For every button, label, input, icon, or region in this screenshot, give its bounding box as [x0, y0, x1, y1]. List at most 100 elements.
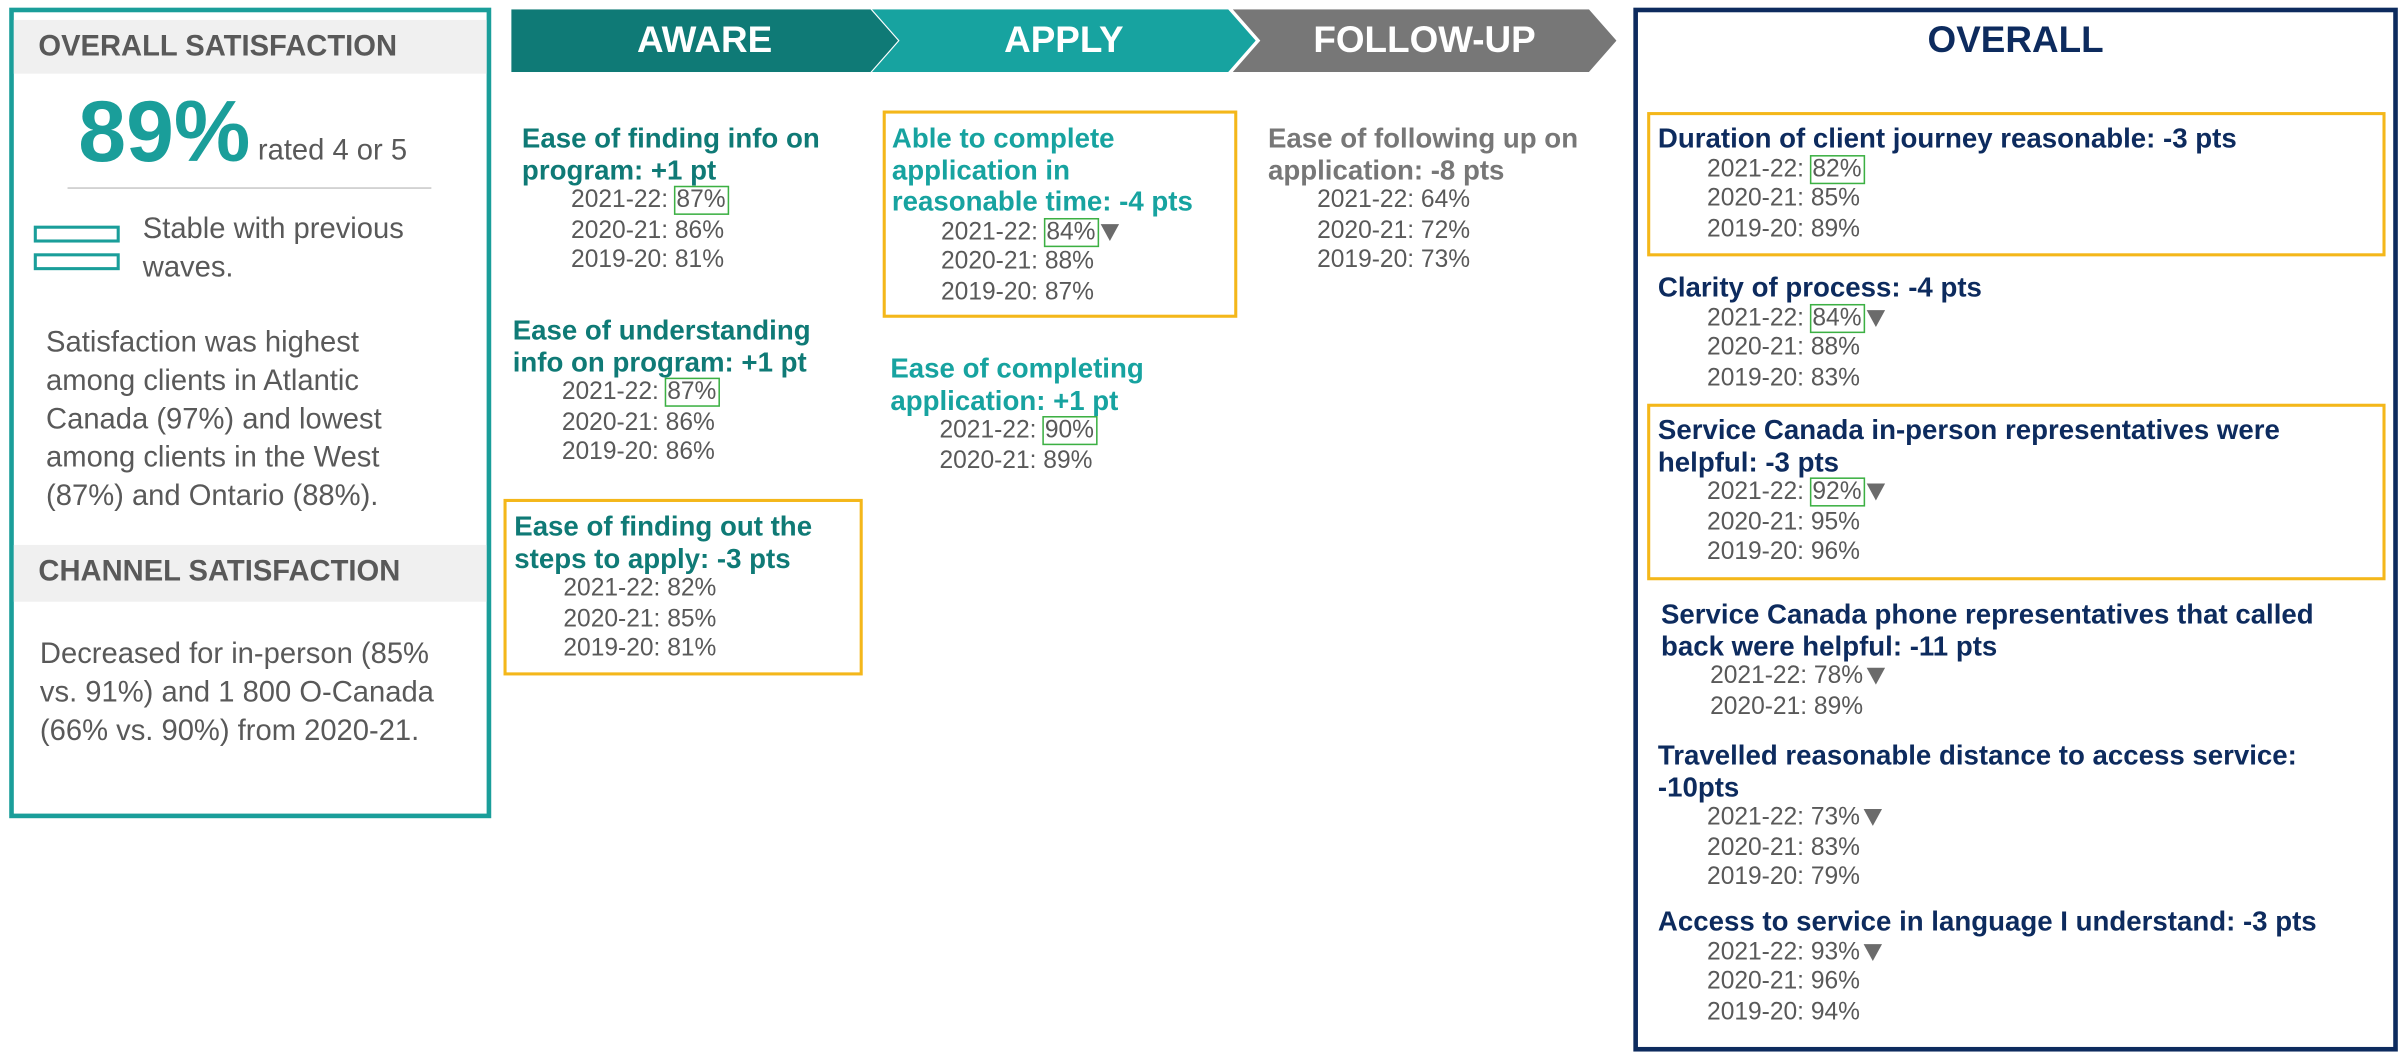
metric-row: 2021-22: 64% [1268, 186, 1613, 216]
period: 2021-22: [1707, 478, 1805, 506]
metric-title: Able to complete application in reasonab… [891, 122, 1193, 217]
metric: Ease of understanding info on program: +… [513, 315, 843, 468]
metric-row: 2021-22: 78% [1661, 662, 2382, 692]
highlight-box [1647, 112, 2386, 257]
period: 2019-20: [941, 278, 1038, 305]
metric: Service Canada phone representatives tha… [1661, 599, 2382, 722]
value: 84% [1043, 217, 1099, 247]
period: 2020-21: [1710, 693, 1808, 720]
period: 2021-22: [1710, 663, 1808, 690]
period: 2020-21: [1707, 834, 1805, 861]
value: 95% [1810, 508, 1861, 535]
metric-row: 2021-22: 92% [1658, 477, 2379, 507]
value: 82% [667, 575, 717, 602]
metric-title: Ease of following up on application: -8 … [1267, 122, 1579, 185]
period: 2020-21: [1707, 508, 1805, 535]
metric: Clarity of process: -4 pts 2021-22: 84% 20… [1658, 272, 2379, 393]
metric: Ease of following up on application: -8 … [1268, 123, 1613, 276]
value: 89% [1043, 447, 1093, 474]
metric-row: 2019-20: 81% [522, 246, 852, 276]
metric-row: 2020-21: 88% [892, 247, 1222, 277]
period: 2020-21: [1707, 968, 1805, 995]
value: 85% [1810, 185, 1861, 212]
value: 89% [1813, 693, 1864, 720]
metric-title: Clarity of process: -4 pts [1657, 271, 1982, 303]
value: 86% [674, 217, 725, 244]
period: 2021-22: [1317, 187, 1415, 214]
highlight-box [503, 498, 863, 676]
metric-row: 2021-22: 73% [1658, 803, 2379, 833]
metric-row: 2019-20: 96% [1658, 537, 2379, 567]
metric-title: Access to service in language I understa… [1657, 905, 2317, 937]
metric-row: 2021-22: 93% [1658, 937, 2379, 967]
metric-row: 2020-21: 95% [1658, 507, 2379, 537]
value: 83% [1810, 834, 1861, 861]
value: 92% [1809, 477, 1865, 507]
period: 2019-20: [561, 439, 659, 466]
metric: Access to service in language I understa… [1658, 906, 2379, 1027]
value: 96% [1810, 538, 1861, 565]
metric-row: 2019-20: 86% [513, 438, 843, 468]
period: 2021-22: [1707, 155, 1805, 182]
metric: Ease of finding out the steps to apply: … [514, 511, 855, 664]
value: 96% [1810, 968, 1861, 995]
metric-row: 2021-22: 82% [514, 574, 855, 604]
divider [67, 187, 432, 189]
paragraph: Decreased for in-person (85% vs. 91%) an… [39, 638, 434, 748]
value: 87% [1044, 278, 1094, 305]
period: 2021-22: [571, 187, 669, 214]
value: 72% [1420, 217, 1471, 244]
period: 2019-20: [1707, 864, 1805, 891]
period: 2019-20: [1707, 364, 1805, 391]
decrease-arrow [1866, 667, 1885, 685]
decrease-arrow [1863, 943, 1882, 961]
left-panel [9, 7, 492, 819]
value: 81% [674, 247, 725, 274]
decrease-arrow [1866, 483, 1885, 501]
period: 2021-22: [561, 379, 659, 406]
metric-row: 2019-20: 81% [514, 634, 855, 664]
value: 89% [1810, 215, 1861, 242]
period: 2020-21: [1707, 185, 1805, 212]
metric-row: 2021-22: 84% [1658, 303, 2379, 333]
metric-row: 2020-21: 89% [890, 446, 1220, 476]
metric-title: Duration of client journey reasonable: -… [1657, 122, 2237, 154]
metric-row: 2021-22: 90% [890, 416, 1220, 446]
value: 83% [1810, 364, 1861, 391]
value: 82% [1809, 154, 1865, 184]
period: 2021-22: [941, 218, 1038, 245]
column-header: AWARE [511, 9, 899, 73]
period: 2021-22: [1707, 304, 1805, 331]
metric: Ease of completing application: +1 pt 202… [890, 353, 1220, 476]
section-title: OVERALL SATISFACTION [13, 19, 487, 74]
period: 2021-22: [563, 575, 661, 602]
metric-row: 2020-21: 88% [1658, 333, 2379, 363]
decrease-arrow [1863, 808, 1882, 826]
period: 2019-20: [1707, 215, 1805, 242]
value: 94% [1810, 998, 1861, 1025]
value: 85% [667, 605, 717, 632]
value: 90% [1041, 416, 1098, 446]
metric-row: 2020-21: 83% [1658, 833, 2379, 863]
value: 88% [1044, 248, 1094, 275]
decrease-arrow [1866, 309, 1885, 327]
metric-row: 2021-22: 82% [1658, 154, 2379, 184]
stable-text: Stable with previous waves. [142, 213, 404, 284]
column-header: FOLLOW-UP [1232, 9, 1617, 73]
period: 2020-21: [561, 409, 659, 436]
column-header: APPLY [871, 9, 1256, 73]
period: 2021-22: [1707, 938, 1805, 965]
metric-row: 2020-21: 72% [1268, 216, 1613, 246]
period: 2021-22: [939, 417, 1037, 444]
metric-row: 2020-21: 86% [522, 216, 852, 246]
highlight-box [882, 110, 1238, 318]
metric-row: 2020-21: 85% [1658, 184, 2379, 214]
metric: Duration of client journey reasonable: -… [1658, 123, 2379, 244]
metric-row: 2020-21: 89% [1661, 692, 2382, 722]
period: 2020-21: [939, 447, 1037, 474]
value: 81% [667, 635, 717, 662]
value: 86% [665, 409, 715, 436]
metric-title: Ease of finding info on program: +1 pt [521, 122, 820, 185]
period: 2020-21: [563, 605, 661, 632]
